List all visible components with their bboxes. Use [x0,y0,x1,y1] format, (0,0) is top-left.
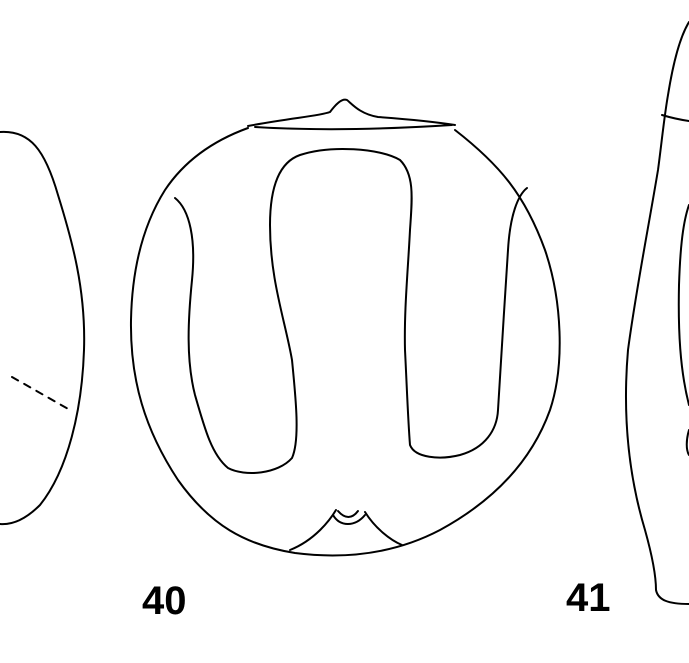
figure-40-bottom-right-curve [364,511,403,546]
left-figure-outline [0,130,86,526]
figure-40-inner-omega [174,148,528,474]
figure-41-partial: 41 [566,21,689,620]
figure-41-label: 41 [566,576,611,620]
figure-40: 40 [129,98,561,623]
figure-41-collar-line [661,114,689,122]
figure-40-bottom-left-curve [289,509,337,551]
left-figure-dashed-line [11,376,71,411]
figure-40-bottom-notch [332,514,366,525]
figure-40-outer-outline [129,127,561,557]
figure-41-inner-contour [677,204,689,406]
figure-41-left-outline [625,21,689,605]
figure-40-bottom-notch-inner [337,510,359,518]
figure-40-top-cap [247,98,456,127]
figure-left-partial [0,130,86,526]
figure-40-label: 40 [142,579,187,623]
figure-40-top-line [254,124,453,131]
figure-41-inner-mark [685,429,689,456]
